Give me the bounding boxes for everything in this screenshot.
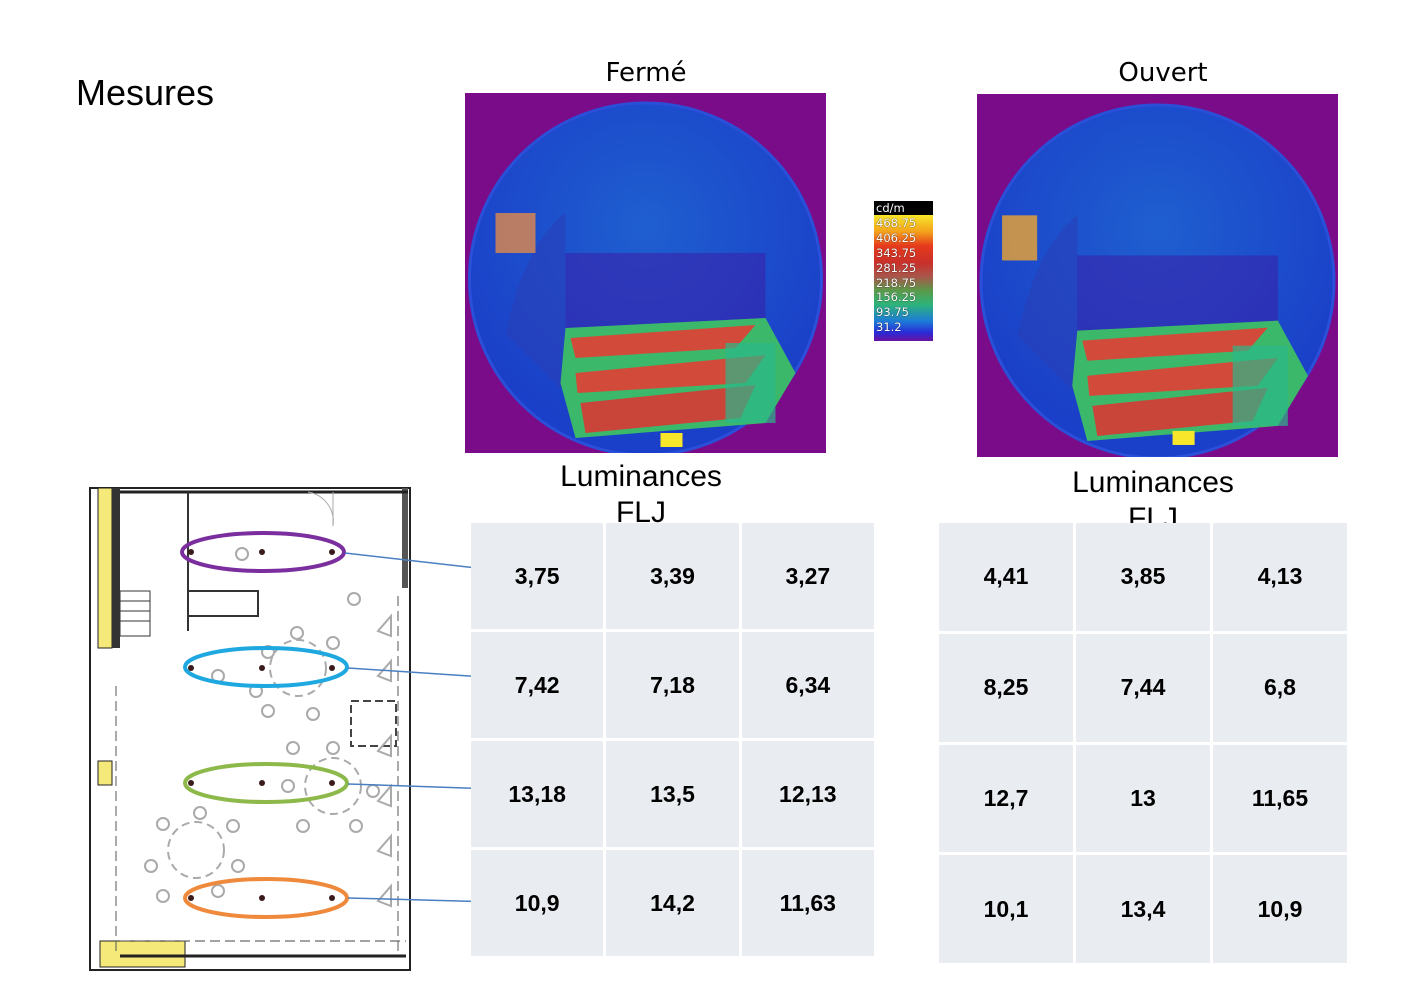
table-cell: 7,18 bbox=[606, 632, 739, 738]
table-cell: 13 bbox=[1076, 744, 1210, 853]
floor-plan bbox=[88, 486, 413, 972]
table-cell: 8,25 bbox=[939, 633, 1073, 742]
measurement-row-1 bbox=[180, 531, 497, 577]
open-table-title-line1: Luminances bbox=[1072, 466, 1234, 499]
page-title: Mesures bbox=[76, 72, 215, 113]
table-cell: 13,4 bbox=[1076, 855, 1210, 963]
closed-luminance-image bbox=[465, 93, 826, 453]
table-cell: 6,8 bbox=[1213, 633, 1347, 742]
table-cell: 13,5 bbox=[606, 741, 739, 847]
open-table-title: Luminances FLJ bbox=[1003, 465, 1303, 537]
row-1-ellipse bbox=[180, 531, 346, 573]
table-cell: 3,75 bbox=[471, 523, 604, 629]
table-cell: 11,63 bbox=[741, 850, 874, 956]
table-cell: 10,9 bbox=[471, 850, 604, 956]
table-cell: 7,44 bbox=[1076, 633, 1210, 742]
table-cell: 11,65 bbox=[1213, 744, 1347, 853]
fisheye-closed-graphic bbox=[468, 101, 823, 453]
row-3-arrow bbox=[347, 783, 495, 790]
floor-plan-drawing bbox=[89, 487, 411, 971]
measurement-row-3 bbox=[183, 762, 497, 804]
table-cell: 10,1 bbox=[939, 855, 1073, 963]
row-2-ellipse bbox=[183, 646, 349, 688]
luminance-color-scale: cd/m 468.75 406.25 343.75 281.25 218.75 … bbox=[874, 201, 933, 341]
closed-image-caption: Fermé bbox=[605, 58, 687, 88]
table-cell: 13,18 bbox=[471, 741, 604, 847]
legend-unit: cd/m bbox=[876, 201, 905, 215]
table-cell: 10,9 bbox=[1213, 855, 1347, 963]
closed-table-title: Luminances FLJ bbox=[491, 459, 791, 531]
legend-value: 31.2 bbox=[876, 320, 902, 335]
measurement-row-4 bbox=[183, 877, 499, 919]
closed-luminance-table: 3,75 3,39 3,27 7,42 7,18 6,34 13,18 13,5… bbox=[471, 523, 874, 956]
table-cell: 3,27 bbox=[741, 523, 874, 629]
table-cell: 12,7 bbox=[939, 744, 1073, 853]
table-cell: 6,34 bbox=[741, 632, 874, 738]
legend-value: 468.75 bbox=[876, 215, 917, 230]
open-luminance-table: 4,41 3,85 4,13 8,25 7,44 6,8 12,7 13 11,… bbox=[939, 523, 1347, 963]
legend-value: 343.75 bbox=[876, 245, 917, 260]
table-cell: 12,13 bbox=[741, 741, 874, 847]
table-cell: 7,42 bbox=[471, 632, 604, 738]
legend-value: 218.75 bbox=[876, 275, 917, 290]
closed-table-title-line1: Luminances bbox=[560, 460, 722, 493]
table-cell: 4,13 bbox=[1213, 523, 1347, 631]
legend-value: 156.25 bbox=[876, 290, 917, 305]
table-cell: 3,85 bbox=[1076, 523, 1210, 631]
row-4-ellipse bbox=[183, 877, 349, 919]
legend-value: 281.25 bbox=[876, 260, 917, 275]
open-luminance-image bbox=[977, 94, 1338, 457]
table-cell: 4,41 bbox=[939, 523, 1073, 631]
fisheye-open-graphic bbox=[979, 103, 1336, 457]
row-3-ellipse bbox=[183, 762, 349, 804]
row-1-arrow bbox=[344, 552, 495, 571]
measurement-row-2 bbox=[183, 646, 502, 688]
legend-value: 406.25 bbox=[876, 230, 917, 245]
legend-value: 93.75 bbox=[876, 305, 909, 320]
table-cell: 14,2 bbox=[606, 850, 739, 956]
open-image-caption: Ouvert bbox=[1118, 58, 1208, 88]
table-cell: 3,39 bbox=[606, 523, 739, 629]
